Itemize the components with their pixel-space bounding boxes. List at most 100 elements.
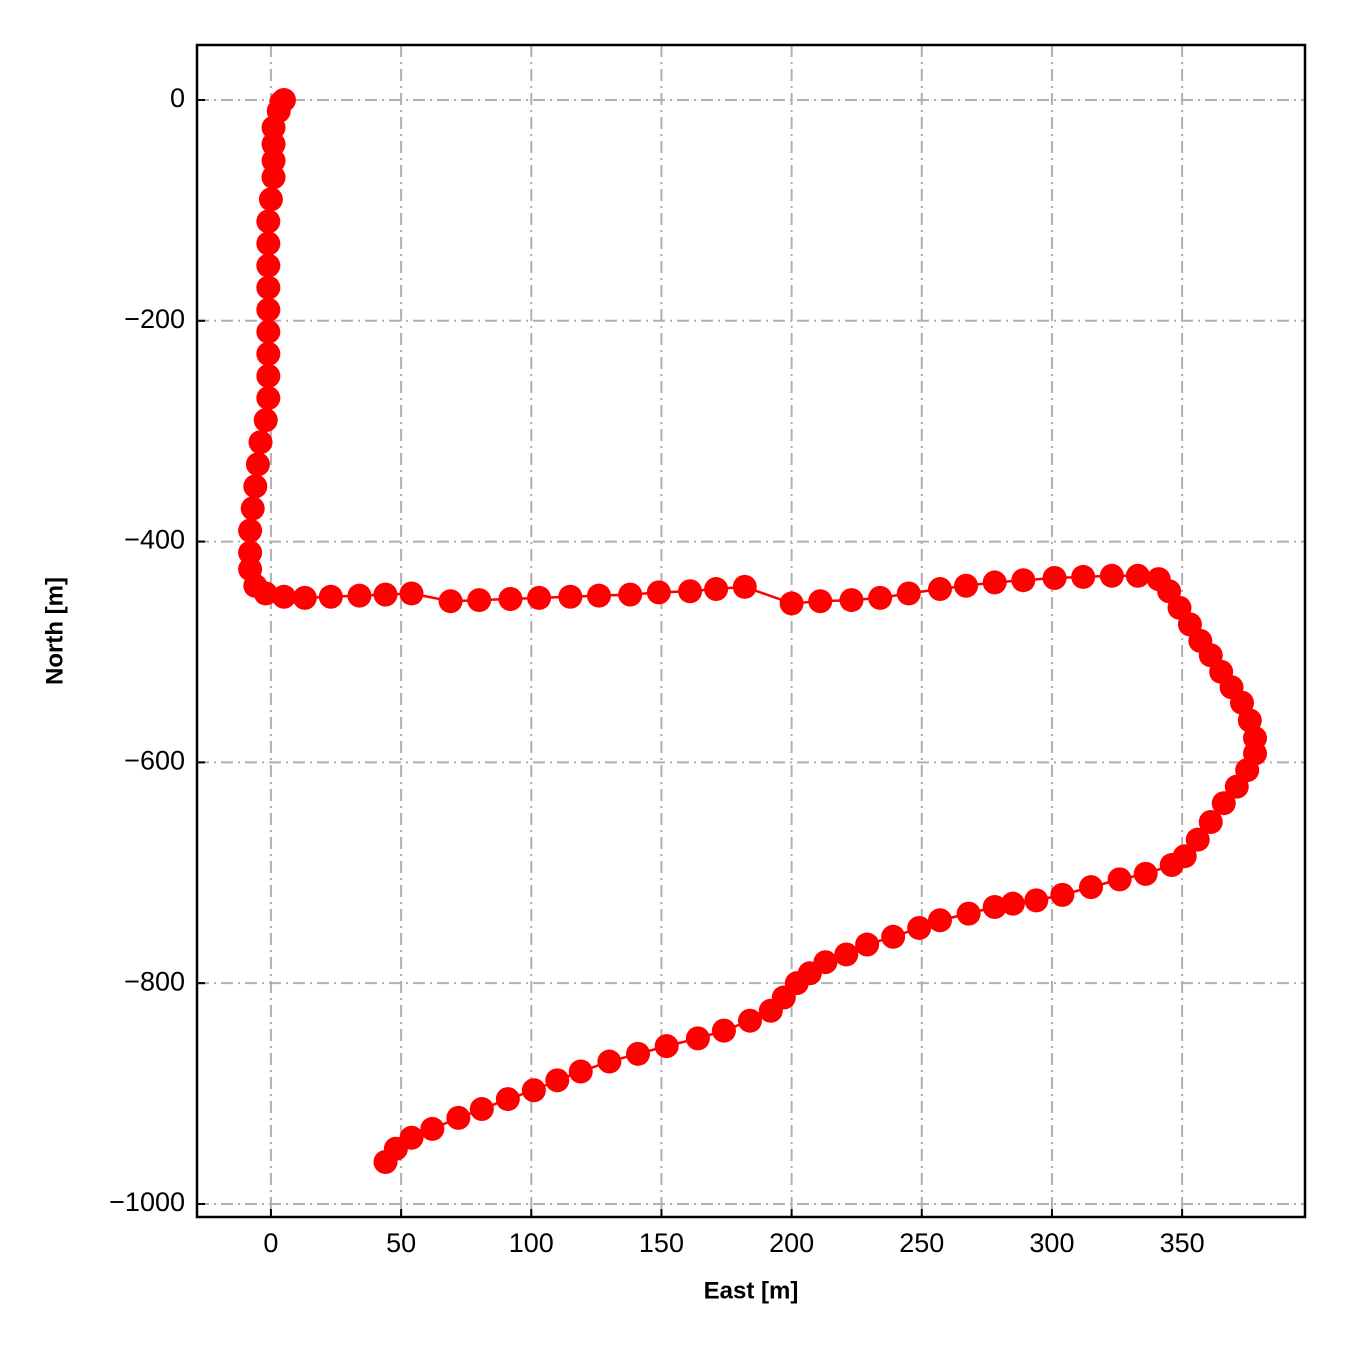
marker <box>956 901 981 926</box>
x-tick-label: 0 <box>263 1228 278 1258</box>
marker <box>292 585 317 610</box>
marker <box>245 452 270 477</box>
marker <box>839 588 864 613</box>
marker <box>1198 809 1223 834</box>
marker <box>261 132 286 157</box>
x-tick-label: 100 <box>509 1228 554 1258</box>
marker <box>704 577 729 602</box>
marker <box>256 297 281 322</box>
marker <box>347 583 372 608</box>
y-tick-label: −400 <box>124 525 185 555</box>
marker <box>256 253 281 278</box>
marker <box>238 518 263 543</box>
marker <box>1079 875 1104 900</box>
marker <box>1042 566 1067 591</box>
marker <box>779 591 804 616</box>
marker <box>527 585 552 610</box>
marker <box>243 474 268 499</box>
x-tick-label: 150 <box>639 1228 684 1258</box>
marker <box>1071 564 1096 589</box>
marker <box>271 584 296 609</box>
marker <box>256 209 281 234</box>
marker <box>467 588 492 613</box>
marker <box>258 187 283 212</box>
marker <box>928 908 953 933</box>
marker <box>240 496 265 521</box>
marker <box>711 1018 736 1043</box>
marker <box>597 1049 622 1074</box>
marker <box>261 165 286 190</box>
marker <box>654 1034 679 1059</box>
marker <box>318 584 343 609</box>
marker <box>982 570 1007 595</box>
marker <box>256 363 281 388</box>
marker <box>1000 891 1025 916</box>
marker <box>834 942 859 967</box>
marker <box>545 1068 570 1093</box>
y-tick-label: −200 <box>124 304 185 334</box>
marker <box>928 577 953 602</box>
x-tick-label: 250 <box>899 1228 944 1258</box>
marker <box>758 998 783 1023</box>
marker <box>373 1150 398 1175</box>
marker <box>732 574 757 599</box>
y-tick-label: −800 <box>124 966 185 996</box>
marker <box>446 1105 471 1130</box>
marker <box>954 573 979 598</box>
marker <box>1224 774 1249 799</box>
y-axis-label: North [m] <box>41 577 68 685</box>
x-tick-label: 50 <box>386 1228 416 1258</box>
marker <box>982 894 1007 919</box>
marker <box>253 408 278 433</box>
marker <box>256 275 281 300</box>
marker <box>438 589 463 614</box>
marker <box>855 932 880 957</box>
marker <box>238 540 263 565</box>
marker <box>881 924 906 949</box>
marker <box>253 581 278 606</box>
marker <box>248 430 273 455</box>
marker <box>256 386 281 411</box>
y-tick-label: 0 <box>170 83 185 113</box>
marker <box>256 319 281 344</box>
y-tick-label: −600 <box>124 746 185 776</box>
marker <box>1133 861 1158 886</box>
y-tick-label: −1000 <box>109 1187 185 1217</box>
marker <box>896 581 921 606</box>
marker <box>261 115 286 140</box>
marker <box>373 582 398 607</box>
x-axis-label: East [m] <box>704 1277 799 1304</box>
marker <box>1099 563 1124 588</box>
marker <box>1125 563 1150 588</box>
marker <box>256 341 281 366</box>
marker <box>1185 827 1210 852</box>
marker <box>808 589 833 614</box>
marker <box>618 582 643 607</box>
marker <box>1211 791 1236 816</box>
marker <box>685 1026 710 1051</box>
marker <box>1050 882 1075 907</box>
marker <box>868 585 893 610</box>
marker <box>399 581 424 606</box>
marker <box>521 1078 546 1103</box>
x-tick-label: 200 <box>769 1228 814 1258</box>
marker <box>420 1116 445 1141</box>
marker <box>1024 888 1049 913</box>
plot-frame <box>195 43 1307 1219</box>
marker <box>646 580 671 605</box>
marker <box>256 231 281 256</box>
marker <box>1011 568 1036 593</box>
marker <box>1107 867 1132 892</box>
marker <box>586 583 611 608</box>
marker <box>558 584 583 609</box>
marker <box>568 1059 593 1084</box>
marker <box>469 1097 494 1122</box>
marker <box>495 1087 520 1112</box>
marker <box>1159 853 1184 878</box>
marker <box>626 1041 651 1066</box>
x-tick-label: 300 <box>1029 1228 1074 1258</box>
marker <box>907 915 932 940</box>
marker <box>498 586 523 611</box>
x-tick-label: 350 <box>1160 1228 1205 1258</box>
